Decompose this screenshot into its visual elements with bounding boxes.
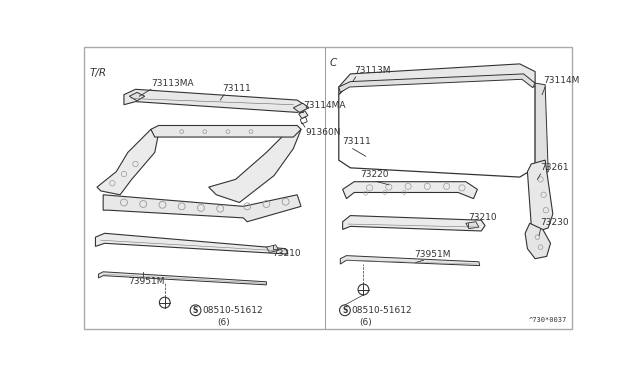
Polygon shape bbox=[124, 89, 308, 112]
Polygon shape bbox=[342, 182, 477, 199]
Text: S: S bbox=[193, 306, 198, 315]
Text: 73220: 73220 bbox=[360, 170, 389, 179]
Polygon shape bbox=[535, 83, 548, 176]
Polygon shape bbox=[151, 125, 301, 137]
Text: (6): (6) bbox=[359, 318, 372, 327]
Text: T/R: T/R bbox=[90, 68, 106, 78]
Polygon shape bbox=[299, 111, 308, 119]
Polygon shape bbox=[300, 117, 307, 124]
Text: 91360N: 91360N bbox=[305, 128, 340, 137]
Polygon shape bbox=[339, 74, 535, 92]
Text: 73111: 73111 bbox=[223, 84, 252, 93]
Text: 73230: 73230 bbox=[541, 218, 569, 227]
Polygon shape bbox=[339, 76, 535, 177]
Polygon shape bbox=[342, 216, 485, 231]
Polygon shape bbox=[103, 195, 301, 222]
Text: 73113MA: 73113MA bbox=[151, 79, 193, 88]
Text: S: S bbox=[342, 306, 348, 315]
Text: 73114M: 73114M bbox=[543, 77, 580, 86]
Polygon shape bbox=[339, 64, 535, 95]
Text: ^730*0037: ^730*0037 bbox=[529, 317, 566, 323]
Text: 73210: 73210 bbox=[273, 250, 301, 259]
Text: 73951M: 73951M bbox=[128, 277, 164, 286]
Polygon shape bbox=[466, 222, 479, 229]
Polygon shape bbox=[293, 103, 308, 112]
Polygon shape bbox=[129, 92, 145, 101]
Text: 73114MA: 73114MA bbox=[303, 101, 346, 110]
Text: 73261: 73261 bbox=[541, 163, 569, 172]
Polygon shape bbox=[525, 223, 550, 259]
Polygon shape bbox=[97, 129, 159, 195]
Text: 73111: 73111 bbox=[342, 137, 371, 146]
Text: 73951M: 73951M bbox=[414, 250, 451, 259]
Text: 08510-51612: 08510-51612 bbox=[352, 306, 413, 315]
Text: 73113M: 73113M bbox=[354, 67, 390, 76]
Polygon shape bbox=[340, 256, 480, 266]
Text: C: C bbox=[330, 58, 337, 68]
Text: (6): (6) bbox=[218, 318, 230, 327]
Polygon shape bbox=[209, 125, 301, 202]
Polygon shape bbox=[527, 160, 553, 231]
FancyBboxPatch shape bbox=[84, 47, 572, 329]
Text: 73210: 73210 bbox=[468, 213, 497, 222]
Polygon shape bbox=[266, 245, 279, 253]
Text: 08510-51612: 08510-51612 bbox=[202, 306, 263, 315]
Polygon shape bbox=[99, 272, 266, 285]
Polygon shape bbox=[95, 233, 288, 254]
